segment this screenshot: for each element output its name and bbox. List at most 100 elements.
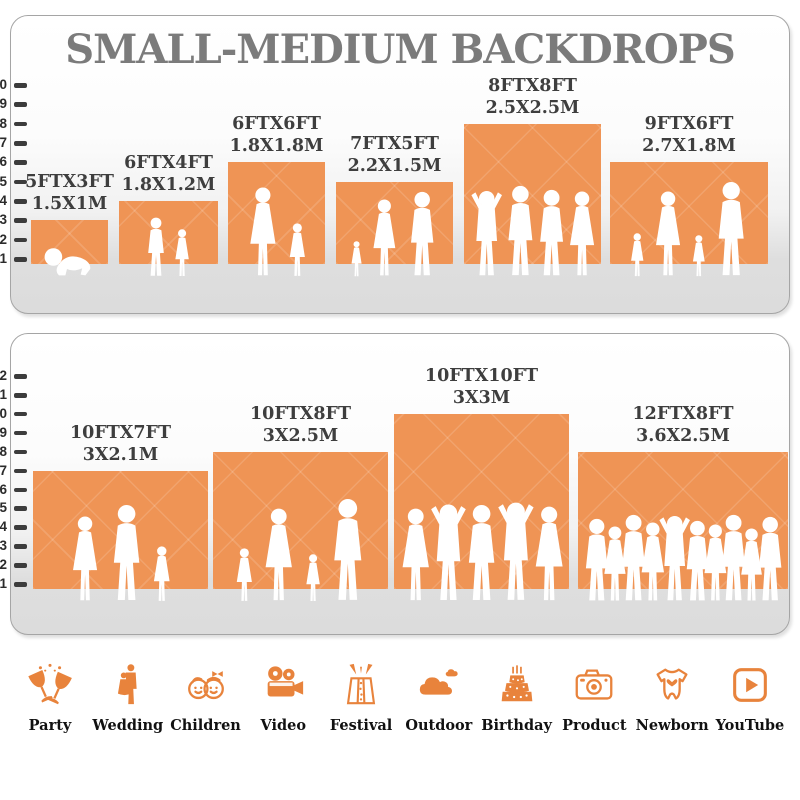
y-axis-tick-mark — [14, 374, 27, 379]
backdrop-chart-panel-top: 123456789105FTX3FT1.5X1M6FTX4FT1.8X1.2M6… — [0, 15, 790, 314]
person-silhouette — [233, 548, 256, 602]
size-ft-text: 10FTX7FT — [69, 422, 172, 443]
y-axis-tick-label: 8 — [0, 443, 7, 459]
category-label: YouTube — [715, 717, 785, 734]
product-icon — [571, 662, 617, 708]
y-axis-tick-mark — [14, 141, 27, 146]
size-m-text: 1.8X1.8M — [229, 136, 324, 157]
y-axis-tick-label: 9 — [0, 424, 7, 440]
category-youtube: YouTube — [715, 662, 785, 734]
size-m-text: 3X3M — [452, 387, 511, 408]
person-silhouette — [753, 516, 787, 602]
size-ft-text: 10FTX8FT — [249, 403, 352, 424]
y-axis-tick-mark — [14, 83, 27, 88]
category-label: Newborn — [635, 717, 709, 734]
y-axis-tick-label: 5 — [0, 173, 7, 189]
y-axis-tick-mark — [14, 430, 27, 436]
festival-icon — [338, 662, 384, 708]
person-silhouette — [303, 554, 323, 602]
person-silhouette — [690, 235, 708, 277]
backdrop-size-label: 6FTX6FT 1.8X1.8M — [230, 113, 324, 157]
category-label: Birthday — [481, 717, 552, 734]
size-ft-text: 12FTX8FT — [632, 403, 734, 424]
person-silhouette — [244, 187, 282, 277]
youtube-icon — [727, 662, 773, 708]
backdrop-bar-6ftx6ft — [228, 162, 325, 264]
y-axis-tick-label: 6 — [0, 481, 7, 497]
category-festival: Festival — [329, 662, 393, 734]
y-axis-tick-mark — [14, 449, 27, 455]
y-axis-tick-label: 10 — [0, 405, 7, 421]
y-axis-tick-mark — [14, 102, 27, 107]
y-axis-tick-mark — [14, 582, 27, 587]
size-m-text: 2.5X2.5M — [485, 97, 580, 118]
y-axis-tick-label: 8 — [0, 115, 7, 131]
backdrop-size-label: 5FTX3FT 1.5X1M — [25, 171, 114, 215]
person-silhouette — [650, 191, 686, 277]
size-m-text: 1.5X1M — [31, 194, 108, 215]
size-m-text: 1.8X1.2M — [121, 175, 216, 195]
y-axis-tick-label: 3 — [0, 212, 7, 228]
newborn-icon — [649, 662, 695, 708]
category-label: Party — [28, 717, 72, 734]
size-ft-text: 7FTX5FT — [350, 133, 439, 154]
category-wedding: Wedding — [92, 662, 163, 734]
y-axis-tick-label: 9 — [0, 96, 7, 112]
y-axis-tick-mark — [14, 487, 27, 492]
y-axis-tick-label: 4 — [0, 193, 7, 208]
backdrop-bar-9ftx6ft — [610, 162, 768, 264]
wedding-icon — [105, 662, 151, 708]
baby-silhouette — [43, 245, 96, 277]
y-axis-tick-label: 5 — [0, 500, 7, 516]
person-silhouette — [466, 187, 507, 277]
size-ft-text: 9FTX6FT — [644, 114, 734, 135]
person-silhouette — [564, 191, 600, 277]
party-icon — [27, 662, 73, 708]
y-axis-tick-mark — [14, 257, 27, 262]
y-axis-tick-label: 3 — [0, 538, 7, 554]
y-axis-tick-label: 1 — [0, 576, 7, 591]
category-row: Party Wedding Children Video Festival Outdoor… — [18, 662, 785, 734]
y-axis-tick-label: 12 — [0, 368, 7, 384]
backdrop-size-label: 12FTX8FT 3.6X2.5M — [632, 403, 733, 447]
backdrop-size-label: 10FTX10FT 3X3M — [425, 365, 538, 409]
person-silhouette — [405, 191, 439, 277]
person-silhouette — [628, 233, 646, 277]
size-m-text: 3.6X2.5M — [636, 425, 730, 446]
y-axis-tick-label: 10 — [0, 77, 7, 93]
video-icon — [260, 662, 306, 708]
y-axis-tick-mark — [14, 179, 27, 185]
person-silhouette — [286, 223, 309, 277]
size-m-text: 3X2.1M — [82, 444, 159, 465]
person-silhouette — [259, 508, 298, 602]
category-label: Children — [170, 717, 241, 734]
person-silhouette — [712, 181, 750, 277]
page-title: SMALL-MEDIUM BACKDROPS — [65, 26, 735, 73]
backdrop-size-label: 6FTX4FT 1.8X1.2M — [122, 152, 216, 196]
y-axis-tick-label: 7 — [0, 462, 7, 478]
size-m-text: 2.7X1.8M — [642, 136, 736, 157]
y-axis-tick-label: 11 — [0, 387, 7, 402]
backdrop-size-label: 10FTX8FT 3X2.5M — [250, 403, 351, 447]
y-axis-tick-mark — [14, 393, 27, 398]
category-label: Product — [562, 717, 627, 734]
outdoor-icon — [416, 662, 462, 708]
y-axis-tick-mark — [14, 218, 27, 223]
y-axis-tick-mark — [14, 563, 27, 568]
size-ft-text: 6FTX6FT — [232, 114, 321, 135]
category-label: Video — [260, 717, 307, 734]
category-birthday: Birthday — [481, 662, 552, 734]
category-video: Video — [251, 662, 315, 734]
y-axis-tick-label: 1 — [0, 251, 7, 266]
y-axis-tick-label: 4 — [0, 519, 7, 535]
y-axis-tick-label: 7 — [0, 135, 7, 151]
backdrop-chart-panel-bottom: 12345678910111210FTX7FT3X2.1M10FTX8FT3X2… — [0, 333, 790, 635]
y-axis-tick-mark — [14, 525, 27, 530]
person-silhouette — [144, 217, 168, 277]
person-silhouette — [368, 199, 401, 277]
backdrop-size-label: 9FTX6FT 2.7X1.8M — [642, 113, 736, 157]
backdrop-size-label: 10FTX7FT 3X2.1M — [70, 422, 171, 466]
size-ft-text: 5FTX3FT — [25, 172, 114, 193]
y-axis-tick-mark — [14, 468, 27, 474]
y-axis-tick-label: 6 — [0, 154, 7, 170]
